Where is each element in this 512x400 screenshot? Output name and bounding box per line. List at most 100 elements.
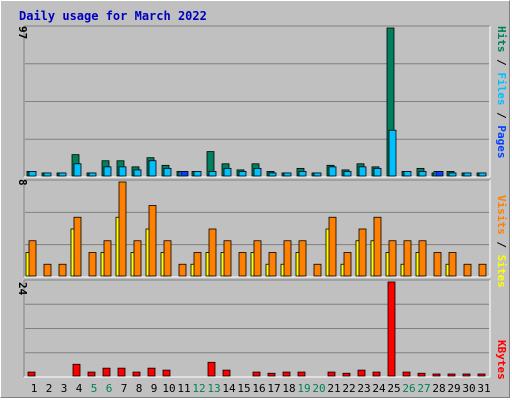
x-tick-label: 18 <box>282 382 295 395</box>
bar-files-day-4 <box>73 163 82 177</box>
x-tick-label: 24 <box>372 382 386 395</box>
bar-files-day-3 <box>58 172 67 177</box>
bar-visits-day-22 <box>343 252 352 277</box>
panel-sites-visits <box>23 179 491 278</box>
x-tick-label: 31 <box>477 382 490 395</box>
legend-top: Hits / Files / Pages <box>495 26 508 159</box>
x-tick-label: 13 <box>207 382 220 395</box>
bar-kbytes-day-16 <box>252 371 261 377</box>
bar-kbytes-day-6 <box>102 367 111 377</box>
middle-max-label: 8 <box>16 179 29 186</box>
x-tick-label: 30 <box>462 382 475 395</box>
bar-kbytes-day-8 <box>132 371 141 377</box>
x-tick-label: 15 <box>237 382 250 395</box>
bar-visits-day-18 <box>283 240 292 277</box>
bar-kbytes-day-7 <box>117 367 126 377</box>
x-tick-label: 25 <box>387 382 400 395</box>
legend-separator: / <box>495 106 508 126</box>
x-tick-label: 9 <box>151 382 158 395</box>
bar-visits-day-4 <box>73 216 82 277</box>
legends: Hits / Files / Pages Visits / Sites KBytes <box>495 26 508 380</box>
x-axis-day-labels: 1 2 3 4 5 6 7 8 9 10 11 12 13 14 15 16 17 18 19 20 21 22 23 24 2… <box>31 382 491 395</box>
x-tick-label: 7 <box>121 382 128 395</box>
legend-item-sites: Sites <box>495 255 508 288</box>
bar-visits-day-10 <box>163 240 172 277</box>
bar-visits-day-28 <box>433 252 442 277</box>
bar-kbytes-day-24 <box>372 371 381 377</box>
legend-separator: / <box>495 235 508 255</box>
panel-pages-files-hits <box>23 25 491 178</box>
bar-kbytes-day-28 <box>432 373 441 377</box>
bar-visits-day-26 <box>403 240 412 277</box>
bar-visits-day-20 <box>313 263 322 277</box>
x-tick-label: 21 <box>327 382 340 395</box>
bar-files-day-23 <box>358 166 367 177</box>
x-tick-label: 28 <box>432 382 445 395</box>
bar-kbytes-day-27 <box>417 372 426 377</box>
x-tick-label: 11 <box>177 382 190 395</box>
bar-kbytes-day-14 <box>222 369 231 377</box>
bar-visits-day-16 <box>253 240 262 277</box>
x-tick-label: 29 <box>447 382 460 395</box>
bar-kbytes-day-1 <box>27 371 36 377</box>
bar-visits-day-5 <box>88 252 97 277</box>
bar-visits-day-19 <box>298 240 307 277</box>
bar-files-day-18 <box>283 172 292 177</box>
bar-visits-day-3 <box>58 263 67 277</box>
bar-visits-day-31 <box>478 263 487 277</box>
bar-files-day-31 <box>478 172 487 177</box>
panel-kbytes <box>23 279 491 378</box>
bar-kbytes-day-5 <box>87 371 96 377</box>
bar-visits-day-29 <box>448 252 457 277</box>
x-tick-label: 14 <box>222 382 236 395</box>
bar-files-day-30 <box>463 172 472 177</box>
bar-files-day-16 <box>253 167 262 177</box>
x-tick-label: 19 <box>297 382 310 395</box>
bar-visits-day-6 <box>103 240 112 277</box>
bar-kbytes-day-10 <box>162 369 171 377</box>
bar-visits-day-17 <box>268 252 277 277</box>
bar-visits-day-7 <box>118 181 127 277</box>
bar-kbytes-day-30 <box>462 373 471 377</box>
bottom-max-label: 24 <box>16 282 29 296</box>
x-tick-label: 20 <box>312 382 325 395</box>
bar-visits-day-13 <box>208 228 217 277</box>
legend-bottom: KBytes <box>495 340 508 380</box>
bar-visits-day-9 <box>148 205 157 277</box>
bar-kbytes-day-4 <box>72 363 81 377</box>
bar-visits-day-14 <box>223 240 232 277</box>
bar-files-day-1 <box>28 171 37 177</box>
bar-kbytes-day-21 <box>327 371 336 377</box>
legend-separator: / <box>495 53 508 73</box>
bar-visits-day-12 <box>193 252 202 277</box>
legend-item-hits: Hits <box>495 26 508 53</box>
bar-files-day-12 <box>193 171 202 177</box>
bar-files-day-14 <box>223 167 232 177</box>
bar-kbytes-day-9 <box>147 367 156 377</box>
bar-visits-day-24 <box>373 216 382 277</box>
bar-files-day-19 <box>298 171 307 177</box>
x-tick-label: 10 <box>162 382 175 395</box>
bar-visits-day-1 <box>28 240 37 277</box>
bar-files-day-7 <box>118 166 127 177</box>
bar-kbytes-day-26 <box>402 371 411 377</box>
legend-item-files: Files <box>495 72 508 105</box>
x-tick-label: 17 <box>267 382 280 395</box>
legend-item-visits: Visits <box>495 195 508 235</box>
bar-files-day-17 <box>268 172 277 177</box>
bar-kbytes-day-25 <box>387 281 396 377</box>
bar-kbytes-day-19 <box>297 371 306 377</box>
bar-files-day-15 <box>238 171 247 177</box>
bar-kbytes-day-17 <box>267 372 276 377</box>
legend-item-kbytes: KBytes <box>495 340 508 380</box>
bar-files-day-5 <box>88 172 97 177</box>
bar-visits-day-21 <box>328 216 337 277</box>
bar-kbytes-day-22 <box>342 372 351 377</box>
bar-files-day-8 <box>133 169 142 177</box>
x-tick-label: 8 <box>136 382 143 395</box>
x-tick-label: 12 <box>192 382 205 395</box>
bar-pages-day-11 <box>180 171 189 177</box>
bar-kbytes-day-18 <box>282 371 291 377</box>
bar-visits-day-15 <box>238 252 247 277</box>
bar-files-day-22 <box>343 171 352 177</box>
